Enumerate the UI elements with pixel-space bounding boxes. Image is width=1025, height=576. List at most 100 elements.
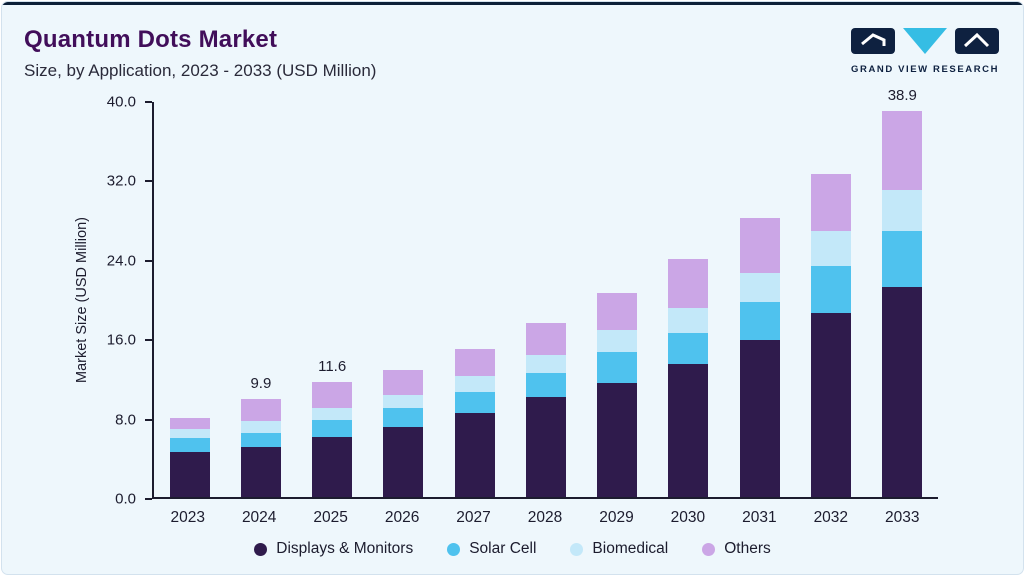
legend-item-biomedical: Biomedical bbox=[570, 540, 668, 558]
y-axis-tick-mark bbox=[145, 101, 152, 103]
bar-segment-solar-cell bbox=[597, 352, 638, 383]
y-axis-tick-label: 32.0 bbox=[106, 172, 136, 190]
bar-segment-biomedical bbox=[739, 272, 780, 303]
stacked-bar-2027 bbox=[454, 349, 495, 497]
y-axis-tick-mark bbox=[145, 259, 152, 262]
stacked-bar-2026 bbox=[383, 370, 424, 497]
stacked-bar-2031 bbox=[739, 218, 780, 497]
bar-segment-displays-monitors bbox=[882, 286, 923, 497]
y-axis-tick-label: 40.0 bbox=[106, 93, 136, 111]
bar-segment-biomedical bbox=[811, 231, 852, 266]
bar-group-2031 bbox=[724, 100, 795, 497]
y-axis-tick-label: 24.0 bbox=[106, 252, 136, 270]
y-axis-tick-label: 16.0 bbox=[106, 331, 136, 349]
bar-segment-biomedical bbox=[240, 420, 281, 433]
bar-segment-others bbox=[525, 323, 566, 356]
bar-segment-displays-monitors bbox=[739, 340, 780, 497]
bar-segment-solar-cell bbox=[739, 302, 780, 341]
y-axis-tick-label: 8.0 bbox=[115, 411, 136, 429]
stacked-bar-2028 bbox=[525, 323, 566, 497]
x-axis-label-2027: 2027 bbox=[456, 509, 491, 526]
stacked-bar-2032 bbox=[811, 174, 852, 497]
y-axis: 0.0 8.0 16.0 24.0 32.0 40.0 bbox=[62, 94, 152, 508]
y-axis-tick-mark bbox=[145, 339, 152, 342]
x-axis-label-2026: 2026 bbox=[384, 509, 420, 526]
x-axis-label-2032: 2032 bbox=[813, 509, 849, 526]
bar-segment-displays-monitors bbox=[383, 426, 424, 497]
bar-segment-biomedical bbox=[597, 330, 638, 353]
bars-container: 9.9 11.6 38.9 bbox=[154, 87, 938, 497]
bar-segment-biomedical bbox=[169, 428, 210, 439]
bar-segment-solar-cell bbox=[312, 419, 353, 438]
x-axis-label-2033: 2033 bbox=[885, 509, 920, 526]
x-axis-label-2029: 2029 bbox=[599, 509, 634, 526]
bar-value-label-2025: 11.6 bbox=[318, 357, 347, 375]
bar-segment-others bbox=[169, 417, 210, 429]
bar-group-2028 bbox=[510, 100, 581, 497]
bar-segment-displays-monitors bbox=[668, 364, 709, 497]
chart-header: Quantum Dots Market Size, by Application… bbox=[24, 26, 376, 81]
bar-segment-others bbox=[240, 398, 281, 421]
bar-group-2023 bbox=[154, 100, 225, 497]
bar-segment-solar-cell bbox=[454, 391, 495, 413]
y-axis-tick-label: 0.0 bbox=[115, 490, 136, 508]
bar-segment-solar-cell bbox=[668, 333, 709, 365]
chart-subtitle: Size, by Application, 2023 - 2033 (USD M… bbox=[24, 61, 377, 80]
bar-value-label-2024: 9.9 bbox=[250, 374, 272, 392]
legend-item-solar-cell: Solar Cell bbox=[447, 540, 536, 558]
bar-group-2032 bbox=[795, 100, 866, 497]
bar-group-2024: 9.9 bbox=[225, 100, 296, 497]
x-axis-label-2028: 2028 bbox=[527, 509, 563, 526]
bar-value-label-2033: 38.9 bbox=[887, 86, 917, 104]
stacked-bar-2033 bbox=[882, 110, 923, 497]
legend-label: Others bbox=[724, 540, 771, 557]
bar-segment-biomedical bbox=[383, 394, 424, 408]
bar-group-2030 bbox=[653, 100, 724, 497]
bar-group-2033: 38.9 bbox=[867, 87, 938, 497]
bar-segment-solar-cell bbox=[882, 231, 923, 287]
bar-group-2025: 11.6 bbox=[297, 100, 368, 497]
x-axis-label-2024: 2024 bbox=[241, 509, 277, 526]
legend-dot-icon bbox=[447, 542, 461, 556]
x-axis-label-2025: 2025 bbox=[313, 509, 348, 526]
bar-segment-solar-cell bbox=[383, 407, 424, 427]
top-accent-line bbox=[2, 2, 1023, 5]
grand-view-research-logo: GRAND VIEW RESEARCH bbox=[851, 28, 999, 75]
bar-segment-others bbox=[454, 349, 495, 376]
legend: Displays & Monitors Solar Cell Biomedical O… bbox=[2, 540, 1023, 558]
bar-segment-displays-monitors bbox=[169, 452, 210, 497]
bar-segment-biomedical bbox=[312, 407, 353, 420]
bar-segment-others bbox=[882, 110, 923, 191]
stacked-bar-2030 bbox=[668, 258, 709, 497]
chart-title: Quantum Dots Market bbox=[24, 26, 278, 53]
bar-segment-displays-monitors bbox=[525, 396, 566, 497]
plot-area: 9.9 11.6 38.9 bbox=[152, 87, 938, 499]
bar-segment-solar-cell bbox=[169, 438, 210, 453]
bar-segment-biomedical bbox=[882, 190, 923, 232]
x-axis-labels: 2023 2024 2025 2026 2027 2028 2029 2030 2031 2032… bbox=[152, 509, 938, 527]
bar-group-2029 bbox=[582, 100, 653, 497]
bar-segment-solar-cell bbox=[240, 432, 281, 448]
legend-label: Biomedical bbox=[592, 540, 669, 557]
stacked-bar-2029 bbox=[597, 292, 638, 497]
bar-segment-displays-monitors bbox=[240, 447, 281, 497]
x-axis-label-2031: 2031 bbox=[742, 509, 777, 526]
bar-segment-displays-monitors bbox=[454, 412, 495, 497]
stacked-bar-2025 bbox=[312, 381, 353, 497]
bar-segment-others bbox=[811, 174, 852, 232]
legend-label: Displays & Monitors bbox=[276, 540, 414, 557]
bar-segment-displays-monitors bbox=[811, 313, 852, 497]
x-axis-label-2023: 2023 bbox=[170, 509, 205, 526]
legend-dot-icon bbox=[702, 542, 716, 556]
bar-segment-others bbox=[668, 258, 709, 309]
logo-text: GRAND VIEW RESEARCH bbox=[851, 64, 1000, 75]
bar-segment-biomedical bbox=[454, 375, 495, 392]
bar-segment-displays-monitors bbox=[597, 382, 638, 497]
x-axis-label-2030: 2030 bbox=[670, 509, 706, 526]
bar-segment-displays-monitors bbox=[312, 437, 353, 497]
bar-segment-solar-cell bbox=[525, 372, 566, 397]
legend-item-others: Others bbox=[702, 540, 771, 558]
bar-segment-others bbox=[312, 381, 353, 408]
bar-segment-solar-cell bbox=[811, 265, 852, 314]
